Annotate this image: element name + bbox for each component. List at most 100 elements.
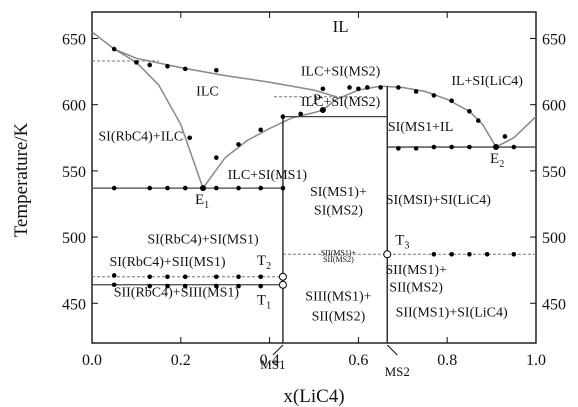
data-point bbox=[258, 283, 264, 289]
liquidus-curve-3 bbox=[322, 85, 497, 148]
x-tick-label: 0.8 bbox=[437, 352, 457, 369]
y-tick-label-right: 500 bbox=[542, 230, 566, 247]
data-point bbox=[511, 144, 517, 150]
region-label: SI(RbC4)+SII(MS1) bbox=[109, 255, 225, 270]
data-point bbox=[236, 185, 241, 191]
special-point-t2 bbox=[278, 272, 287, 281]
plot-frame bbox=[91, 11, 537, 344]
region-label: ILC+SI(MS2) bbox=[301, 65, 381, 80]
x-tick-label: 0.2 bbox=[171, 352, 191, 369]
label-subscript: 1 bbox=[204, 200, 209, 211]
data-point bbox=[502, 134, 508, 139]
data-point bbox=[214, 185, 219, 191]
data-point bbox=[182, 283, 188, 289]
data-point bbox=[111, 273, 117, 278]
data-point bbox=[236, 142, 241, 147]
region-label: SI(RbC4)+SI(MS1) bbox=[147, 233, 259, 248]
region-label: SII(RbC4)+SIII(MS1) bbox=[114, 286, 240, 301]
axes-layer: 0.0 0.2 0.4 0.6 0.8 1.0 450 450 500 500 550 550 600 6… bbox=[62, 12, 566, 369]
points-layer bbox=[111, 46, 517, 289]
data-point bbox=[320, 86, 326, 92]
data-point bbox=[467, 109, 472, 114]
liquidus-curve-2 bbox=[202, 109, 324, 189]
marker-arrow-ms2 bbox=[386, 344, 398, 356]
special-point-label-e2: E2 bbox=[490, 151, 504, 170]
labels-layer: E1E2PT1T2T3ILILCILC+SI(MS2)ILC+SI(MS2)IL… bbox=[98, 17, 523, 379]
special-point-t1 bbox=[278, 280, 287, 289]
data-point bbox=[396, 146, 401, 151]
data-point bbox=[258, 127, 264, 133]
region-label: SI(MSI)+SI(LiC4) bbox=[386, 193, 491, 208]
region-label: SII(MS2) bbox=[323, 255, 354, 264]
liquidus-curve-1 bbox=[113, 48, 204, 189]
x-tick-label: 1.0 bbox=[526, 352, 546, 369]
label-letter: E bbox=[490, 151, 499, 167]
data-point bbox=[484, 251, 490, 257]
region-label: SI(MS1+IL bbox=[388, 120, 453, 135]
special-point-t3 bbox=[383, 250, 392, 259]
region-label: IL+SI(LiC4) bbox=[451, 74, 523, 89]
data-point bbox=[182, 66, 188, 72]
data-point bbox=[111, 282, 117, 288]
data-point bbox=[364, 85, 370, 90]
data-point bbox=[347, 85, 352, 90]
data-point bbox=[214, 283, 219, 289]
data-point bbox=[134, 60, 139, 65]
special-point-label-t3: T3 bbox=[395, 232, 409, 251]
marker-label-ms2: MS2 bbox=[385, 364, 410, 379]
data-point bbox=[467, 251, 472, 257]
data-point bbox=[511, 251, 517, 257]
y-tick-label-left: 600 bbox=[62, 98, 86, 115]
data-point bbox=[449, 251, 454, 257]
data-point bbox=[147, 274, 153, 280]
special-point-label-t2: T2 bbox=[257, 253, 271, 272]
label-letter: T bbox=[257, 293, 266, 309]
data-point bbox=[147, 283, 153, 289]
special-point-p bbox=[319, 106, 326, 113]
y-tick-label-right: 450 bbox=[542, 296, 566, 313]
x-tick-label: 0.0 bbox=[82, 352, 102, 369]
y-axis-title: Temperature/K bbox=[11, 122, 32, 237]
data-point bbox=[147, 62, 153, 68]
special-point-e1 bbox=[200, 185, 206, 192]
data-point bbox=[356, 86, 361, 92]
data-point bbox=[147, 185, 153, 191]
data-point bbox=[298, 111, 303, 117]
region-label: IL bbox=[333, 17, 349, 36]
region-label: SIII(MS1)+ bbox=[305, 290, 371, 305]
data-point bbox=[111, 46, 117, 52]
data-point bbox=[413, 89, 419, 94]
x-axis-title: x(LiC4) bbox=[283, 386, 344, 407]
data-point bbox=[165, 185, 170, 191]
region-label: SI(RbC4)+ILC bbox=[98, 129, 183, 144]
data-point bbox=[187, 135, 192, 141]
data-point bbox=[413, 146, 419, 151]
data-point bbox=[449, 98, 454, 104]
y-tick-label-left: 650 bbox=[62, 31, 86, 48]
y-tick-label-left: 550 bbox=[62, 164, 86, 181]
data-point bbox=[165, 274, 170, 280]
label-subscript: 3 bbox=[404, 240, 409, 251]
y-tick-label-right: 550 bbox=[542, 164, 566, 181]
data-point bbox=[182, 185, 188, 191]
data-point bbox=[236, 274, 241, 280]
data-point bbox=[396, 85, 401, 90]
data-point bbox=[258, 274, 264, 280]
region-label: SII(MS1)+SI(LiC4) bbox=[396, 306, 508, 321]
y-tick-label-right: 600 bbox=[542, 98, 566, 115]
data-point bbox=[165, 283, 170, 289]
region-label: SII(MS1)+ bbox=[321, 249, 357, 258]
y-tick-label-left: 500 bbox=[62, 230, 86, 247]
data-point bbox=[258, 185, 264, 191]
region-label: ILC bbox=[196, 84, 219, 99]
data-point bbox=[475, 118, 481, 123]
region-label: ILC+SI(MS2) bbox=[301, 95, 381, 110]
special-point-label-p: P bbox=[313, 92, 321, 108]
data-point bbox=[467, 144, 472, 150]
data-point bbox=[431, 251, 437, 257]
data-point bbox=[214, 67, 219, 73]
data-point bbox=[431, 144, 437, 150]
data-point bbox=[431, 93, 437, 98]
data-point bbox=[214, 155, 219, 160]
